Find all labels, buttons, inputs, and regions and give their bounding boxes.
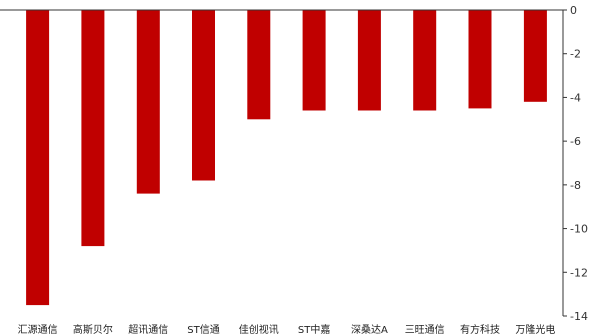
y-tick-label-5: -8 <box>570 179 581 192</box>
y-axis: 0 -2 -4 -6 -8 -10 -12 -14 <box>0 4 588 323</box>
category-label-9: 有方科技 <box>460 323 500 336</box>
category-labels: 汇源通信 高斯贝尔 超讯通信 ST信通 佳创视讯 ST中嘉 深桑达A 三旺通信 有方科技 万隆光电 <box>18 323 556 336</box>
category-label-2: 高斯贝尔 <box>73 323 113 336</box>
bar-2 <box>81 10 105 247</box>
bar-8 <box>413 10 437 111</box>
bar-10 <box>523 10 547 102</box>
category-label-4: ST信通 <box>187 324 219 336</box>
y-tick-label-8: -14 <box>570 310 588 323</box>
bar-7 <box>357 10 381 111</box>
bar-6 <box>302 10 326 111</box>
category-label-1: 汇源通信 <box>18 323 58 336</box>
y-tick-label-1: 0 <box>570 4 577 17</box>
y-tick-label-6: -10 <box>570 223 588 236</box>
bars-group <box>26 10 547 306</box>
category-label-3: 超讯通信 <box>128 323 168 336</box>
category-label-7: 深桑达A <box>351 324 388 336</box>
y-tick-label-2: -2 <box>570 48 581 61</box>
bar-9 <box>468 10 492 109</box>
category-label-8: 三旺通信 <box>405 324 445 336</box>
y-tick-label-7: -12 <box>570 266 588 279</box>
bar-4 <box>192 10 215 181</box>
category-label-5: 佳创视讯 <box>239 323 279 336</box>
bar-1 <box>26 10 50 306</box>
category-label-6: ST中嘉 <box>298 323 330 336</box>
bar-5 <box>247 10 271 120</box>
bar-3 <box>136 10 160 194</box>
y-tick-label-4: -6 <box>570 135 581 148</box>
y-tick-label-3: -4 <box>570 91 581 104</box>
category-label-10: 万隆光电 <box>515 323 555 336</box>
